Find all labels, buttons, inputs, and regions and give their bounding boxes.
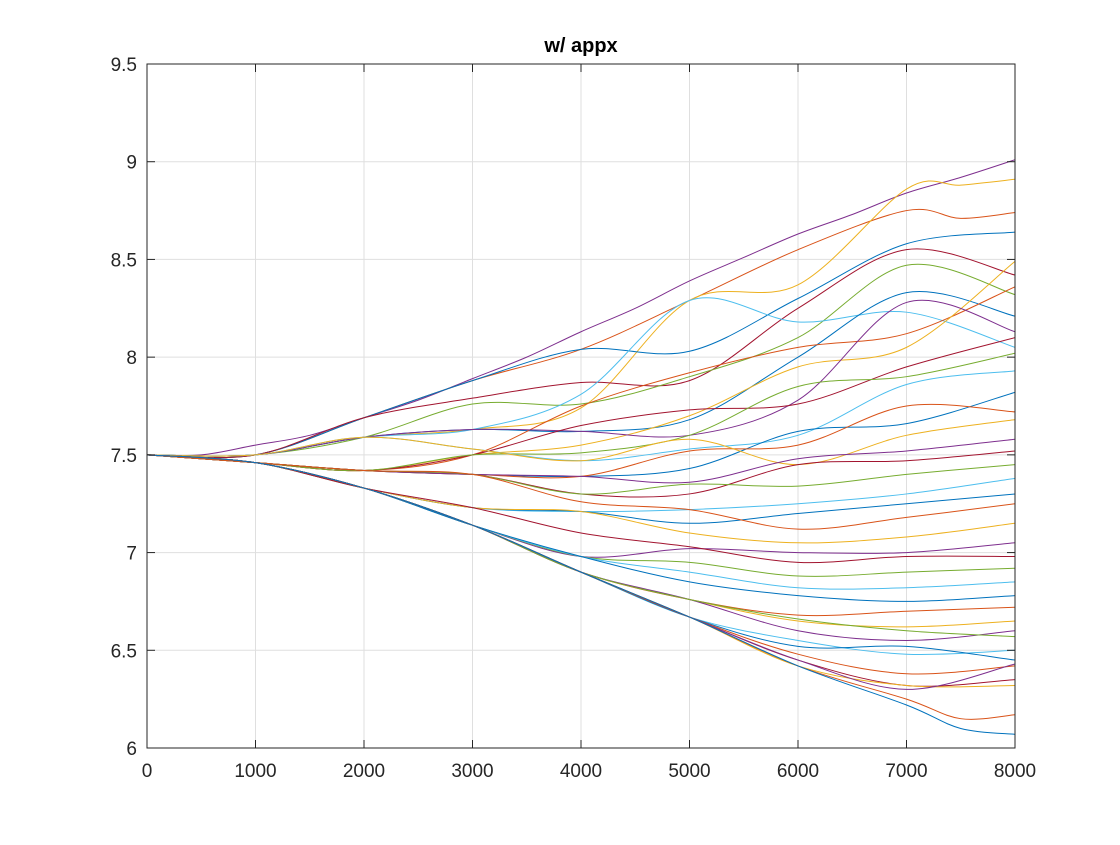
y-tick-label: 7.5: [111, 446, 137, 467]
x-tick-label: 6000: [777, 761, 819, 782]
y-tick-label: 8: [126, 348, 137, 369]
plot-area: [147, 159, 1015, 735]
y-tick-label: 8.5: [111, 250, 137, 271]
x-tick-label: 0: [142, 761, 153, 782]
y-tick-label: 6: [126, 739, 137, 760]
x-tick-label: 8000: [994, 761, 1036, 782]
y-tick-label: 9.5: [111, 55, 137, 76]
chart-title: w/ appx: [543, 35, 617, 57]
x-tick-label: 1000: [234, 761, 276, 782]
tick-marks: [146, 63, 1016, 749]
series-group: [147, 159, 1015, 735]
series-line-41: [147, 454, 1015, 735]
series-line-6: [147, 263, 1015, 457]
y-tick-label: 6.5: [111, 641, 137, 662]
series-line-11: [147, 299, 1015, 457]
x-tick-label: 4000: [560, 761, 602, 782]
x-tick-labels: 0 1000 2000 3000 4000 5000 6000 7000 8000: [142, 761, 1036, 782]
y-tick-label: 9: [126, 153, 137, 174]
series-line-1: [147, 159, 1015, 457]
series-line-23: [147, 454, 1015, 530]
x-tick-label: 5000: [668, 761, 710, 782]
y-tick-label: 7: [126, 544, 137, 565]
series-line-17: [147, 419, 1015, 466]
x-tick-label: 2000: [343, 761, 385, 782]
x-tick-label: 3000: [451, 761, 493, 782]
x-tick-label: 7000: [885, 761, 927, 782]
series-line-13: [147, 352, 1015, 472]
series-line-4: [147, 231, 1015, 459]
y-tick-labels: 6 6.5 7 7.5 8 8.5 9 9.5: [111, 55, 137, 760]
series-line-5: [147, 248, 1015, 459]
